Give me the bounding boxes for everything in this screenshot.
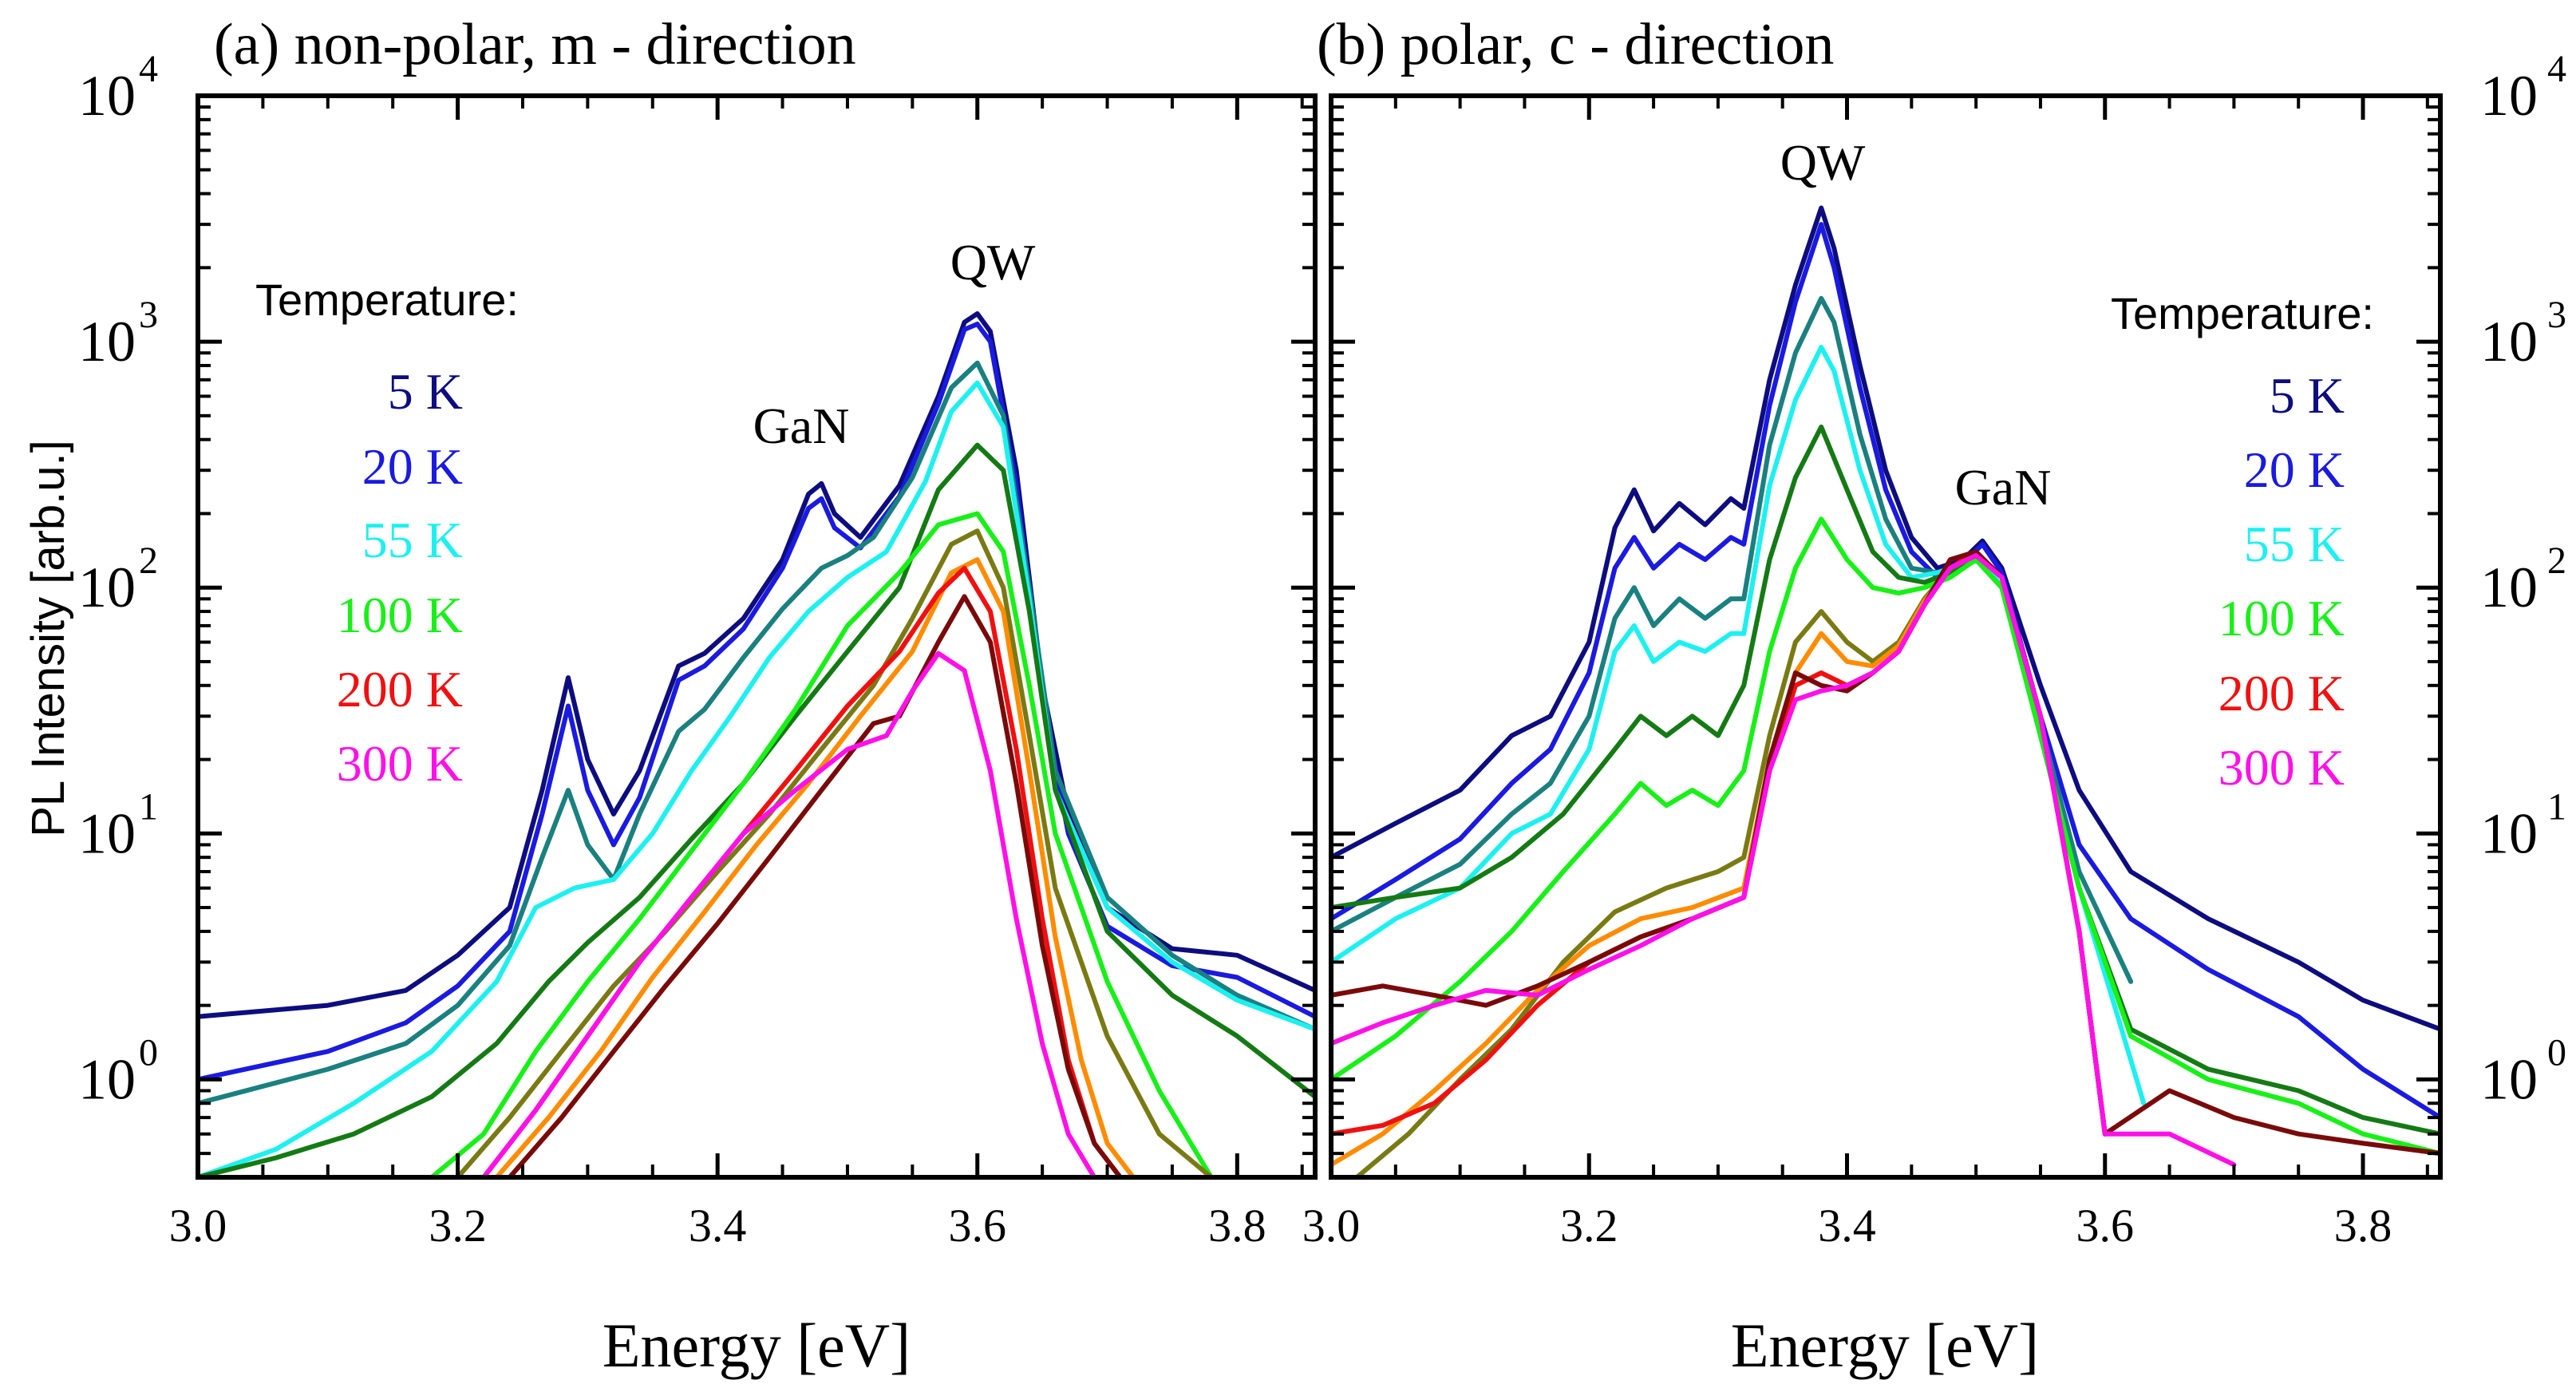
legend-a-item-20k: 20 K <box>362 438 463 495</box>
y-tick-base: 10 <box>2480 801 2538 865</box>
y-tick-label: 10 4 <box>2480 48 2566 128</box>
legend-a-item-300k: 300 K <box>337 735 463 792</box>
legend-b-item-55k: 55 K <box>2244 516 2345 572</box>
y-tick-label: 10 1 <box>78 785 158 865</box>
panel-a-curves <box>198 311 1315 1177</box>
y-tick-base: 10 <box>2480 64 2538 128</box>
panel-a-annotation-gan: GaN <box>753 397 850 454</box>
y-tick-exponent: 0 <box>2547 1031 2566 1074</box>
y-tick-exponent: 3 <box>139 294 158 336</box>
y-tick-label: 10 3 <box>78 294 158 374</box>
panel-a-nonpolar: (a) non-polar, m - direction 3.0 3.2 3.4 3.… <box>78 12 1318 1380</box>
y-tick-exponent: 1 <box>2547 785 2566 828</box>
y-tick-base: 10 <box>78 64 136 128</box>
legend-a-item-55k: 55 K <box>362 512 463 568</box>
y-tick-exponent: 4 <box>2547 48 2566 90</box>
panel-b-annotation-qw: QW <box>1780 134 1866 191</box>
panel-b-xlabel: Energy [eV] <box>1731 1311 2039 1380</box>
series-b-300-k <box>1331 553 2237 1168</box>
x-tick-label: 3.8 <box>2334 1200 2392 1252</box>
series-a-100-k <box>429 511 1214 1177</box>
panel-b-title: (b) polar, c - direction <box>1317 12 1834 77</box>
series-a-200-k-orange <box>494 557 1136 1177</box>
x-tick-label: 3.6 <box>2076 1200 2135 1252</box>
panel-a-legend: Temperature: 5 K 20 K 55 K 100 K 200 K 3… <box>255 275 519 792</box>
y-tick-label: 10 3 <box>2480 294 2566 374</box>
y-tick-label: 10 2 <box>2480 540 2566 619</box>
legend-b-item-300k: 300 K <box>2218 739 2345 796</box>
legend-b-title: Temperature: <box>2111 288 2374 338</box>
y-tick-base: 10 <box>78 801 136 865</box>
panel-b-frame <box>1329 93 2443 1180</box>
y-tick-label: 10 1 <box>2480 785 2566 865</box>
series-a-100-k-dark-green <box>198 442 1315 1177</box>
y-tick-exponent: 2 <box>2547 540 2566 582</box>
legend-a-title: Temperature: <box>255 275 519 325</box>
panel-b-x-tick-labels: 3.0 3.2 3.4 3.6 3.8 <box>1302 1200 2392 1252</box>
legend-a-item-5k: 5 K <box>388 363 463 420</box>
series-b-200-k-olive <box>1354 553 2108 1177</box>
x-tick-label: 3.4 <box>689 1200 747 1252</box>
y-tick-exponent: 0 <box>139 1031 158 1074</box>
y-tick-label: 10 2 <box>78 540 158 619</box>
y-tick-base: 10 <box>2480 556 2538 619</box>
panel-a-xlabel: Energy [eV] <box>603 1311 911 1380</box>
y-tick-label: 10 0 <box>78 1031 158 1111</box>
legend-b-item-200k: 200 K <box>2218 665 2345 722</box>
panel-b-polar: (b) polar, c - direction 3.0 3.2 3.4 3.6 3.8… <box>1302 12 2566 1380</box>
legend-b-item-20k: 20 K <box>2244 441 2345 498</box>
x-tick-label: 3.4 <box>1818 1200 1876 1252</box>
y-tick-exponent: 4 <box>139 48 158 90</box>
x-tick-label: 3.0 <box>169 1200 227 1252</box>
series-b-55-k-teal <box>1331 295 2134 984</box>
y-tick-base: 10 <box>78 556 136 619</box>
legend-a-item-100k: 100 K <box>337 587 463 643</box>
x-tick-label: 3.2 <box>1560 1200 1618 1252</box>
y-axis-label: PL Intensity [arb.u.] <box>22 440 74 837</box>
legend-a-item-200k: 200 K <box>337 661 463 718</box>
series-b-5-k <box>1331 205 2440 1032</box>
panel-a-title: (a) non-polar, m - direction <box>214 12 856 77</box>
y-tick-label: 10 4 <box>78 48 158 128</box>
x-tick-label: 3.2 <box>429 1200 487 1252</box>
y-tick-base: 10 <box>78 310 136 374</box>
y-tick-base: 10 <box>2480 310 2538 374</box>
series-b-100-k <box>1331 516 2440 1157</box>
series-b-20-k <box>1331 222 2440 1121</box>
y-tick-exponent: 3 <box>2547 294 2566 336</box>
x-tick-label: 3.8 <box>1208 1200 1266 1252</box>
x-tick-label: 3.6 <box>948 1200 1006 1252</box>
series-b-200-k <box>1331 549 2108 1137</box>
y-tick-label: 10 0 <box>2480 1031 2566 1111</box>
series-a-300-k <box>481 651 1097 1177</box>
series-a-200-k-olive <box>455 528 1214 1177</box>
x-tick-label: 3.0 <box>1302 1200 1361 1252</box>
panel-b-legend: Temperature: 5 K 20 K 55 K 100 K 200 K 3… <box>2111 288 2374 796</box>
panel-a-annotation-qw: QW <box>950 234 1036 291</box>
panel-a-x-tick-labels: 3.0 3.2 3.4 3.6 3.8 <box>169 1200 1266 1252</box>
panel-b-annotation-gan: GaN <box>1955 459 2052 516</box>
legend-b-item-100k: 100 K <box>2218 590 2345 647</box>
y-tick-exponent: 1 <box>139 785 158 828</box>
y-tick-exponent: 2 <box>139 540 158 582</box>
y-tick-base: 10 <box>78 1047 136 1111</box>
legend-b-item-5k: 5 K <box>2270 367 2345 424</box>
panel-a-frame <box>196 93 1318 1180</box>
panel-b-curves <box>1331 205 2440 1177</box>
y-tick-base: 10 <box>2480 1047 2538 1111</box>
